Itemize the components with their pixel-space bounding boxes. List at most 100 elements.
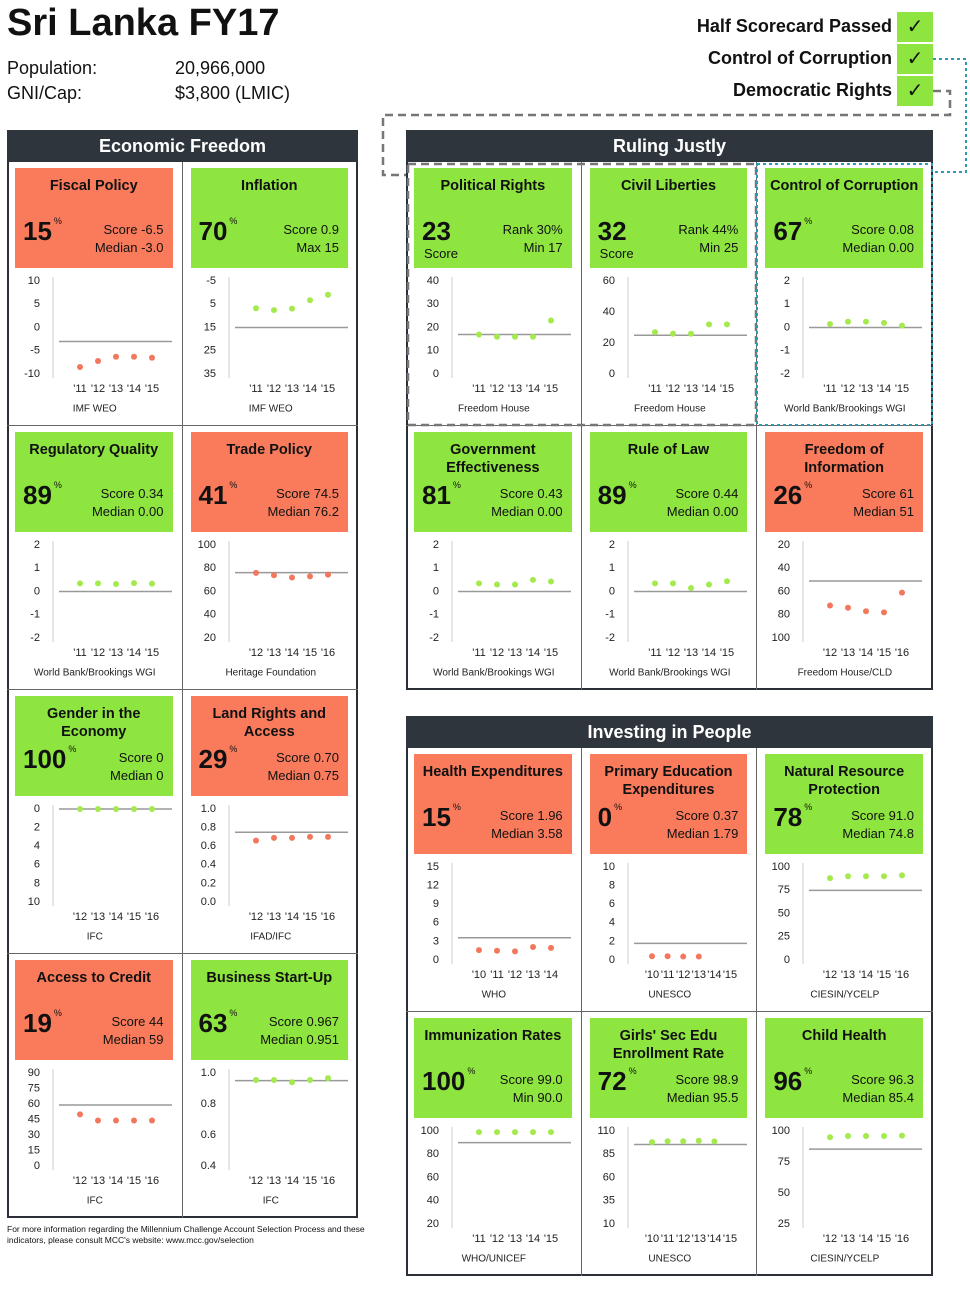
data-point xyxy=(113,581,119,588)
data-point xyxy=(899,589,906,596)
indicator-chart: 40 30 20 10 0 '11 '12 '13 '14 '15 Freedom House xyxy=(427,275,571,415)
percent-sign: % xyxy=(804,480,813,490)
chart-source: World Bank/Brookings WGI xyxy=(784,404,906,415)
y-tick-label: 15 xyxy=(28,1144,40,1156)
data-point xyxy=(149,1117,155,1124)
indicator-chart: -5 5 15 25 35 '11'12 '13 '14 '15 IMF WEO xyxy=(203,275,348,415)
data-point xyxy=(512,1129,518,1136)
data-point xyxy=(288,574,295,581)
indicator-cell: Land Rights and Access 29% Score 0.70 Media… xyxy=(182,690,358,954)
x-tick-label: '15 xyxy=(320,383,334,395)
y-tick-label: 40 xyxy=(602,306,614,318)
indicator-name: Business Start-Up xyxy=(206,970,333,986)
y-tick-label: -2 xyxy=(30,632,40,644)
data-point xyxy=(270,307,277,314)
x-tick-label: '13 xyxy=(691,969,705,981)
indicator-value: 100% xyxy=(422,1066,476,1096)
data-point xyxy=(845,873,852,880)
y-tick-label: 6 xyxy=(34,859,40,871)
x-tick-label: '11 xyxy=(648,383,662,395)
data-point xyxy=(687,585,694,592)
indicator-stat: Score 44 xyxy=(111,1014,164,1029)
y-tick-label: -1 xyxy=(781,345,791,357)
y-tick-label: 0 xyxy=(34,803,40,815)
indicator-stat: Score 0.43 xyxy=(499,486,563,501)
data-point xyxy=(306,833,313,840)
x-tick-label: '15 xyxy=(302,1175,316,1187)
percent-sign: % xyxy=(229,744,238,754)
y-tick-label: 0.0 xyxy=(200,896,215,908)
indicator-name: Rule of Law xyxy=(627,442,710,458)
indicator-box: Political Rights 23 Score Rank 30% Min 17 xyxy=(414,168,572,268)
x-tick-label: '11 xyxy=(472,647,486,659)
percent-sign: % xyxy=(229,480,238,490)
y-tick-label: 0.2 xyxy=(200,877,215,889)
data-point xyxy=(827,321,834,328)
y-tick-label: 75 xyxy=(778,884,790,896)
percent-sign: % xyxy=(452,802,461,812)
chart-source: IFC xyxy=(87,932,103,943)
indicator-cell: Government Effectiveness 81% Score 0.43 Med… xyxy=(406,426,582,690)
y-tick-label: 100 xyxy=(772,861,790,873)
indicator-value: 23 xyxy=(422,216,451,246)
y-tick-label: 15 xyxy=(427,861,439,873)
y-tick-label: 100 xyxy=(772,1125,790,1137)
chart-source: IMF WEO xyxy=(73,404,117,415)
data-point xyxy=(476,1129,482,1136)
indicator-stat: Score -6.5 xyxy=(103,222,164,237)
x-tick-label: '12 xyxy=(248,647,262,659)
data-point xyxy=(149,580,155,587)
y-tick-label: 2 xyxy=(433,539,439,551)
indicator-cell: Political Rights 23 Score Rank 30% Min 17 40 3… xyxy=(406,162,582,426)
y-tick-label: 0 xyxy=(34,321,40,333)
indicator-name: Girls' Sec Edu Enrollment Rate xyxy=(612,1028,725,1062)
indicator-stat: Score 91.0 xyxy=(851,808,914,823)
section-title: Ruling Justly xyxy=(406,130,933,162)
data-point xyxy=(548,317,554,324)
data-point xyxy=(679,953,686,960)
y-tick-label: -1 xyxy=(605,609,615,621)
y-tick-label: -10 xyxy=(24,368,40,380)
data-point xyxy=(881,873,888,880)
x-tick-label: '14 xyxy=(707,969,721,981)
x-tick-label: '14 xyxy=(701,647,715,659)
y-tick-label: 25 xyxy=(203,345,215,357)
data-point xyxy=(306,573,313,580)
indicator-box: Rule of Law 89% Score 0.44 Median 0.00 xyxy=(589,432,748,532)
indicator-box: Business Start-Up 63% Score 0.967 Median 0.… xyxy=(190,960,348,1060)
data-point xyxy=(530,943,536,950)
y-tick-label: 0 xyxy=(433,954,439,966)
indicator-stat: Score 0.70 xyxy=(276,750,339,765)
data-point xyxy=(512,948,518,955)
y-tick-label: 0 xyxy=(609,585,615,597)
y-tick-label: 12 xyxy=(427,880,439,892)
indicator-name: Natural Resource Protection xyxy=(784,764,905,798)
x-tick-label: '14 xyxy=(859,647,873,659)
indicator-box: Girls' Sec Edu Enrollment Rate 72% Score 9… xyxy=(589,1018,748,1118)
indicator-name: Immunization Rates xyxy=(424,1028,562,1044)
y-tick-label: 1 xyxy=(609,562,615,574)
x-tick-label: '11 xyxy=(660,1233,674,1245)
scorecard-label: Control of Corruption xyxy=(708,48,892,68)
indicator-stat: Median 95.5 xyxy=(666,1090,739,1105)
x-tick-label: '14 xyxy=(707,1233,721,1245)
x-tick-label: '12 xyxy=(490,647,504,659)
y-tick-label: 0 xyxy=(784,321,790,333)
x-tick-label: '15 xyxy=(895,383,909,395)
chart-source: UNESCO xyxy=(648,1254,691,1265)
y-tick-label: 2 xyxy=(784,275,790,287)
y-tick-label: 20 xyxy=(203,632,215,644)
x-tick-label: '11 xyxy=(824,383,838,395)
x-tick-label: '13 xyxy=(109,383,123,395)
y-tick-label: 110 xyxy=(597,1125,615,1137)
data-point xyxy=(77,364,83,371)
chart-source: World Bank/Brookings WGI xyxy=(34,668,156,679)
y-tick-label: 6 xyxy=(609,898,615,910)
y-tick-label: 6 xyxy=(433,917,439,929)
x-tick-label: '12 xyxy=(676,969,690,981)
y-tick-label: 0.4 xyxy=(200,1160,215,1172)
x-tick-label: '13 xyxy=(841,969,855,981)
x-tick-label: '15 xyxy=(722,969,736,981)
y-tick-label: 10 xyxy=(427,345,439,357)
data-point xyxy=(324,833,331,840)
